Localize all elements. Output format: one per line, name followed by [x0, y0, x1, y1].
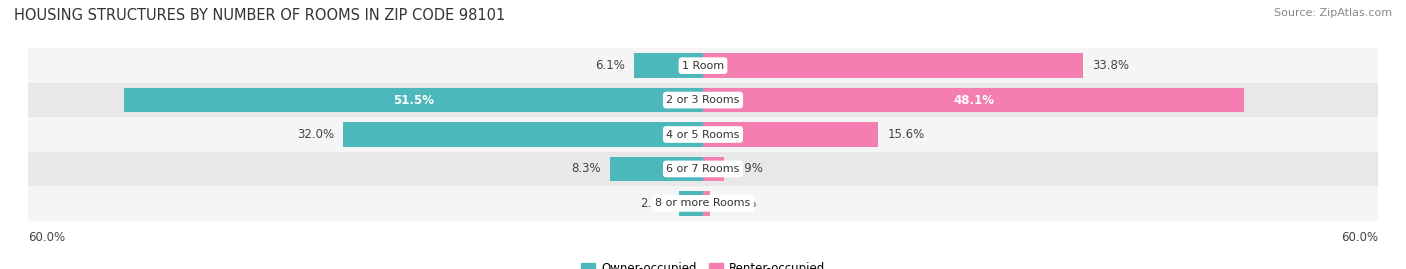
Bar: [679, 191, 703, 216]
Text: 32.0%: 32.0%: [297, 128, 335, 141]
Text: 51.5%: 51.5%: [392, 94, 434, 107]
Text: HOUSING STRUCTURES BY NUMBER OF ROOMS IN ZIP CODE 98101: HOUSING STRUCTURES BY NUMBER OF ROOMS IN…: [14, 8, 505, 23]
Bar: [610, 157, 703, 181]
Bar: [124, 88, 703, 112]
Text: 6.1%: 6.1%: [596, 59, 626, 72]
Bar: [703, 122, 879, 147]
Bar: [28, 83, 1378, 117]
Text: 4 or 5 Rooms: 4 or 5 Rooms: [666, 129, 740, 140]
Text: 15.6%: 15.6%: [887, 128, 925, 141]
Bar: [343, 122, 703, 147]
Text: Source: ZipAtlas.com: Source: ZipAtlas.com: [1274, 8, 1392, 18]
Text: 2 or 3 Rooms: 2 or 3 Rooms: [666, 95, 740, 105]
Bar: [703, 88, 1244, 112]
Bar: [703, 157, 724, 181]
Bar: [703, 191, 710, 216]
Bar: [28, 186, 1378, 221]
Text: 60.0%: 60.0%: [28, 231, 65, 244]
Text: 8.3%: 8.3%: [571, 162, 600, 175]
Text: 6 or 7 Rooms: 6 or 7 Rooms: [666, 164, 740, 174]
Text: 8 or more Rooms: 8 or more Rooms: [655, 198, 751, 208]
Bar: [703, 53, 1083, 78]
Bar: [28, 117, 1378, 152]
Text: 0.62%: 0.62%: [718, 197, 756, 210]
Text: 48.1%: 48.1%: [953, 94, 994, 107]
Text: 2.1%: 2.1%: [641, 197, 671, 210]
Bar: [28, 48, 1378, 83]
Text: 60.0%: 60.0%: [1341, 231, 1378, 244]
Legend: Owner-occupied, Renter-occupied: Owner-occupied, Renter-occupied: [576, 258, 830, 269]
Text: 33.8%: 33.8%: [1092, 59, 1129, 72]
Bar: [634, 53, 703, 78]
Bar: [28, 152, 1378, 186]
Text: 1.9%: 1.9%: [734, 162, 763, 175]
Text: 1 Room: 1 Room: [682, 61, 724, 71]
